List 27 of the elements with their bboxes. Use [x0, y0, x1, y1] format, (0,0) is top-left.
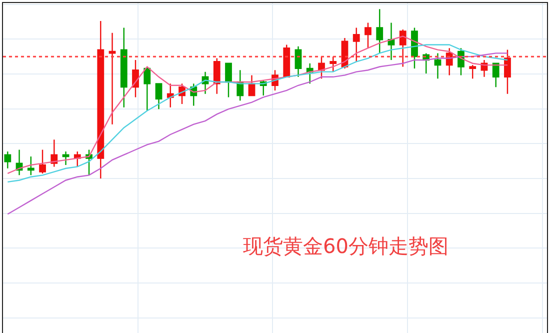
candlestick — [469, 64, 476, 80]
candlestick — [27, 156, 34, 176]
candlestick — [294, 46, 302, 78]
candlestick — [434, 52, 442, 80]
candlestick — [155, 83, 162, 110]
candlestick — [4, 150, 12, 169]
candlestick — [132, 59, 139, 98]
candlestick — [352, 27, 360, 62]
candlestick — [330, 56, 337, 72]
candlestick — [166, 83, 174, 108]
candlestick — [62, 150, 70, 166]
candlestick — [213, 58, 220, 94]
candlestick — [376, 8, 384, 54]
candlestick — [97, 20, 104, 180]
candlestick — [399, 28, 406, 68]
candlestick — [283, 44, 290, 78]
candlestick — [364, 22, 372, 49]
candlestick — [108, 32, 116, 125]
candlestick — [504, 49, 511, 94]
candlestick — [492, 62, 500, 88]
candlestick — [39, 149, 46, 174]
text: 现货黄金60分钟走势图 — [243, 234, 448, 258]
candlestick — [225, 62, 232, 98]
candlestick — [120, 27, 128, 108]
candlestick — [144, 66, 151, 112]
candlestick — [50, 138, 58, 168]
candlestick — [388, 22, 395, 61]
